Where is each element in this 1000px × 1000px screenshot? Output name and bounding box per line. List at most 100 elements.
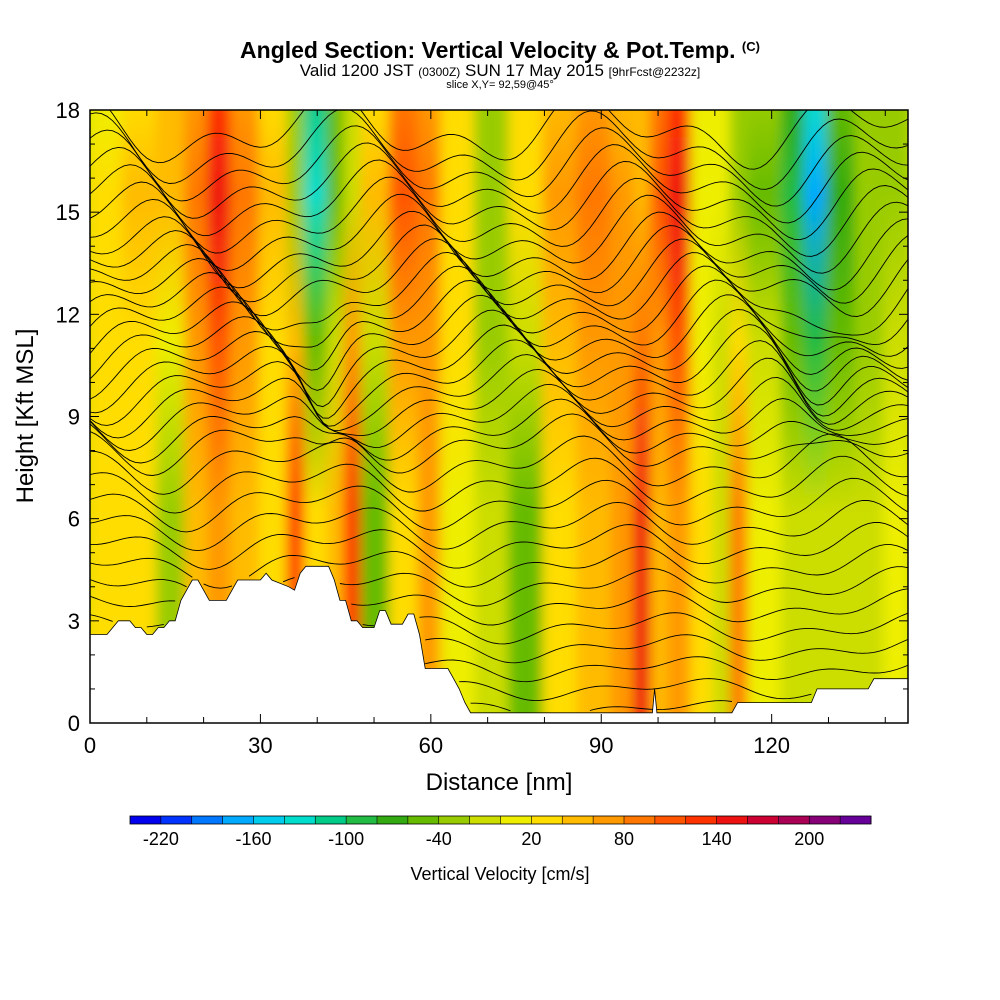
colorbar-swatch: [222, 816, 254, 824]
terrain-layer: [90, 565, 908, 723]
isentrope-line: [90, 238, 908, 317]
isentrope-line: [90, 159, 908, 241]
velocity-column: [854, 110, 888, 723]
velocity-column: [508, 110, 547, 723]
colorbar-swatch: [438, 816, 471, 824]
colorbar-swatch: [716, 816, 748, 824]
isentrope-line: [90, 324, 908, 419]
y-tick-label: 15: [56, 200, 80, 225]
isentrope-line: [425, 634, 908, 664]
velocity-column: [343, 110, 365, 723]
axis-ticks: [89, 109, 908, 724]
isentrope-contours: [90, 110, 908, 712]
colorbar-swatch: [191, 816, 224, 824]
isentrope-line: [90, 110, 908, 190]
colorbar-swatch: [531, 816, 563, 824]
x-tick-label: 30: [248, 733, 272, 758]
y-axis-title: Height [Kft MSL]: [12, 329, 39, 504]
colorbar-swatch: [624, 816, 656, 824]
colorbar-swatch: [346, 816, 378, 824]
isentrope-line: [90, 279, 908, 371]
isentrope-line: [90, 398, 908, 464]
isentrope-line: [90, 413, 908, 476]
velocity-column: [633, 110, 655, 723]
y-tick-label: 12: [56, 302, 80, 327]
x-tick-label: 0: [84, 733, 96, 758]
slice-info: slice X,Y= 92,59@45°: [446, 79, 554, 91]
isentrope-line: [90, 566, 908, 607]
colorbar-label: 200: [794, 829, 824, 849]
colorbar-swatch: [160, 816, 193, 824]
velocity-column: [803, 110, 831, 723]
isentrope-line: [90, 544, 908, 589]
valid-date: SUN 17 May 2015: [465, 61, 604, 80]
isentrope-line: [90, 455, 908, 514]
isentrope-line: [90, 125, 908, 207]
chart-title-text: Angled Section: Vertical Velocity & Pot.…: [240, 37, 736, 63]
isentrope-line: [90, 339, 908, 427]
isentrope-line: [90, 354, 908, 432]
velocity-column: [417, 110, 445, 723]
colorbar-swatch: [500, 816, 532, 824]
colorbar-swatch: [747, 816, 779, 824]
velocity-column: [729, 110, 751, 723]
y-tick-label: 18: [56, 98, 80, 123]
isentrope-line: [90, 176, 908, 257]
x-tick-labels: 0 30 60 90 120: [84, 733, 790, 758]
colorbar-title: Vertical Velocity [cm/s]: [410, 864, 589, 884]
colorbar-swatch: [407, 816, 440, 824]
colorbar-swatch: [685, 816, 718, 824]
colorbar-swatch: [593, 816, 625, 824]
colorbar-swatch: [469, 816, 501, 824]
colorbar-swatch: [284, 816, 316, 824]
y-tick-label: 9: [68, 405, 80, 430]
colorbar-label: 140: [702, 829, 732, 849]
isentrope-line: [90, 588, 908, 626]
isentrope-line: [90, 383, 908, 451]
colorbar-labels: -220 -160 -100 -40 20 80 140 200: [143, 829, 824, 849]
colorbar-swatch: [253, 816, 285, 824]
colorbar-label: -220: [143, 829, 179, 849]
x-tick-label: 90: [589, 733, 613, 758]
chart-title: Angled Section: Vertical Velocity & Pot.…: [0, 37, 1000, 64]
isentrope-line: [90, 309, 908, 408]
y-tick-label: 0: [68, 711, 80, 736]
colorbar: [129, 815, 872, 825]
isentrope-line: [90, 142, 908, 224]
colorbar-label: 80: [614, 829, 634, 849]
isentrope-line: [90, 224, 908, 304]
colorbar-swatch: [778, 816, 810, 824]
colorbar-swatch: [562, 816, 594, 824]
isentrope-line: [90, 612, 908, 645]
terrain: [90, 565, 908, 723]
colorbar-swatch: [377, 816, 409, 824]
forecast-info: [9hrFcst@2232z]: [608, 65, 701, 79]
colorbar-swatch: [840, 816, 872, 824]
x-tick-label: 120: [753, 733, 790, 758]
isentrope-line: [90, 499, 908, 552]
isentrope-line: [90, 251, 908, 336]
isentrope-line: [90, 193, 908, 274]
colorbar-label: -40: [426, 829, 452, 849]
isentrope-line: [459, 678, 812, 702]
isentrope-line: [90, 433, 908, 495]
chart-title-unit: (C): [741, 39, 760, 54]
valid-utc: (0300Z): [418, 65, 461, 79]
isentrope-line: [90, 368, 908, 439]
colorbar-swatch: [315, 816, 347, 824]
x-tick-label: 60: [419, 733, 443, 758]
y-tick-labels: 0 3 6 9 12 15 18: [56, 98, 80, 736]
isentrope-line: [90, 522, 908, 570]
chart-subtitle: Valid 1200 JST (0300Z) SUN 17 May 2015 […: [0, 61, 1000, 81]
colorbar-swatch: [130, 816, 162, 824]
isentrope-line: [90, 210, 908, 291]
velocity-column: [326, 110, 348, 723]
velocity-column: [690, 110, 717, 723]
y-tick-label: 6: [68, 507, 80, 532]
isentrope-line: [109, 110, 908, 170]
colorbar-swatch: [809, 816, 841, 824]
isentrope-line: [425, 656, 908, 683]
velocity-column: [650, 110, 672, 723]
valid-time: Valid 1200 JST: [299, 61, 414, 80]
velocity-column: [826, 110, 859, 723]
